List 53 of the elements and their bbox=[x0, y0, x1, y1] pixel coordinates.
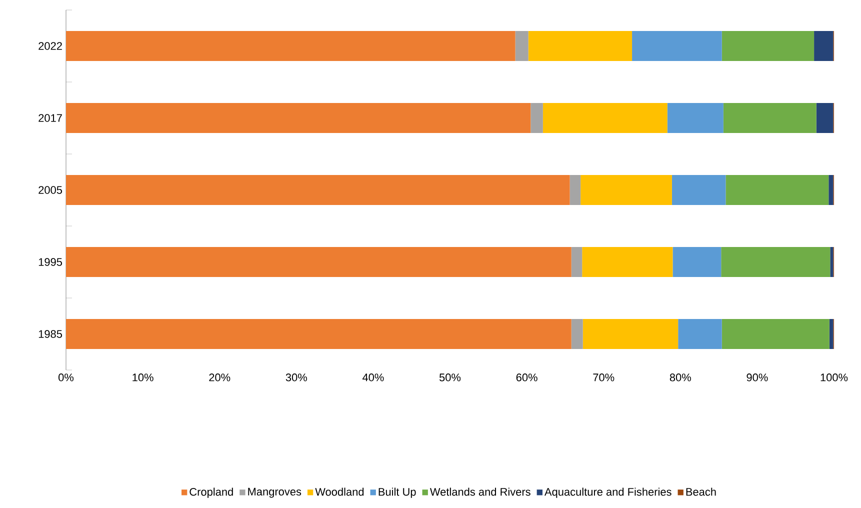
bar bbox=[722, 31, 814, 62]
bar bbox=[828, 175, 834, 206]
bar bbox=[672, 247, 722, 278]
bar bbox=[66, 319, 572, 350]
bar bbox=[66, 175, 570, 206]
y-tick-label: 2017 bbox=[38, 114, 62, 122]
x-tick-label: 80% bbox=[670, 374, 691, 382]
bar bbox=[814, 31, 834, 62]
bar bbox=[515, 31, 528, 62]
bar bbox=[830, 247, 834, 278]
legend-label: Woodland bbox=[315, 488, 364, 496]
y-tick-label: 1985 bbox=[38, 330, 62, 338]
bar bbox=[721, 247, 830, 278]
x-tick-label: 40% bbox=[362, 374, 384, 382]
bar bbox=[66, 247, 572, 278]
x-tick-label: 10% bbox=[132, 374, 154, 382]
legend-label: Wetlands and Rivers bbox=[430, 488, 530, 496]
x-tick-label: 100% bbox=[820, 374, 848, 382]
legend-label: Built Up bbox=[378, 488, 416, 498]
y-tick-label: 2005 bbox=[38, 186, 62, 194]
x-tick-label: 20% bbox=[209, 374, 230, 382]
x-tick-label: 60% bbox=[516, 374, 538, 382]
bar bbox=[570, 175, 581, 206]
bar bbox=[829, 319, 834, 350]
bar bbox=[632, 31, 722, 62]
x-tick-label: 30% bbox=[286, 374, 307, 382]
bar bbox=[672, 175, 726, 206]
bar bbox=[726, 175, 829, 206]
bar bbox=[528, 31, 632, 62]
bar bbox=[667, 103, 724, 134]
legend-label: Aquaculture and Fisheries bbox=[544, 488, 672, 498]
y-tick-label: 2022 bbox=[38, 42, 62, 50]
bar bbox=[542, 103, 668, 134]
x-tick-label: 50% bbox=[439, 374, 461, 382]
y-tick-label: 1995 bbox=[38, 258, 62, 266]
bar bbox=[66, 103, 531, 134]
bar bbox=[66, 31, 516, 62]
bar bbox=[816, 103, 834, 134]
bar bbox=[582, 247, 673, 278]
legend-label: Mangroves bbox=[248, 488, 302, 498]
x-tick-label: 0% bbox=[58, 374, 74, 382]
bar bbox=[678, 319, 722, 350]
bar bbox=[580, 175, 672, 206]
bar bbox=[722, 319, 830, 350]
legend-label: Cropland bbox=[190, 488, 233, 498]
legend-label: Beach bbox=[686, 488, 716, 496]
x-tick-label: 90% bbox=[746, 374, 768, 382]
bar bbox=[530, 103, 543, 134]
bar bbox=[571, 247, 582, 278]
bar bbox=[582, 319, 678, 350]
x-tick-label: 70% bbox=[593, 374, 614, 382]
bar bbox=[571, 319, 583, 350]
bar bbox=[723, 103, 816, 134]
